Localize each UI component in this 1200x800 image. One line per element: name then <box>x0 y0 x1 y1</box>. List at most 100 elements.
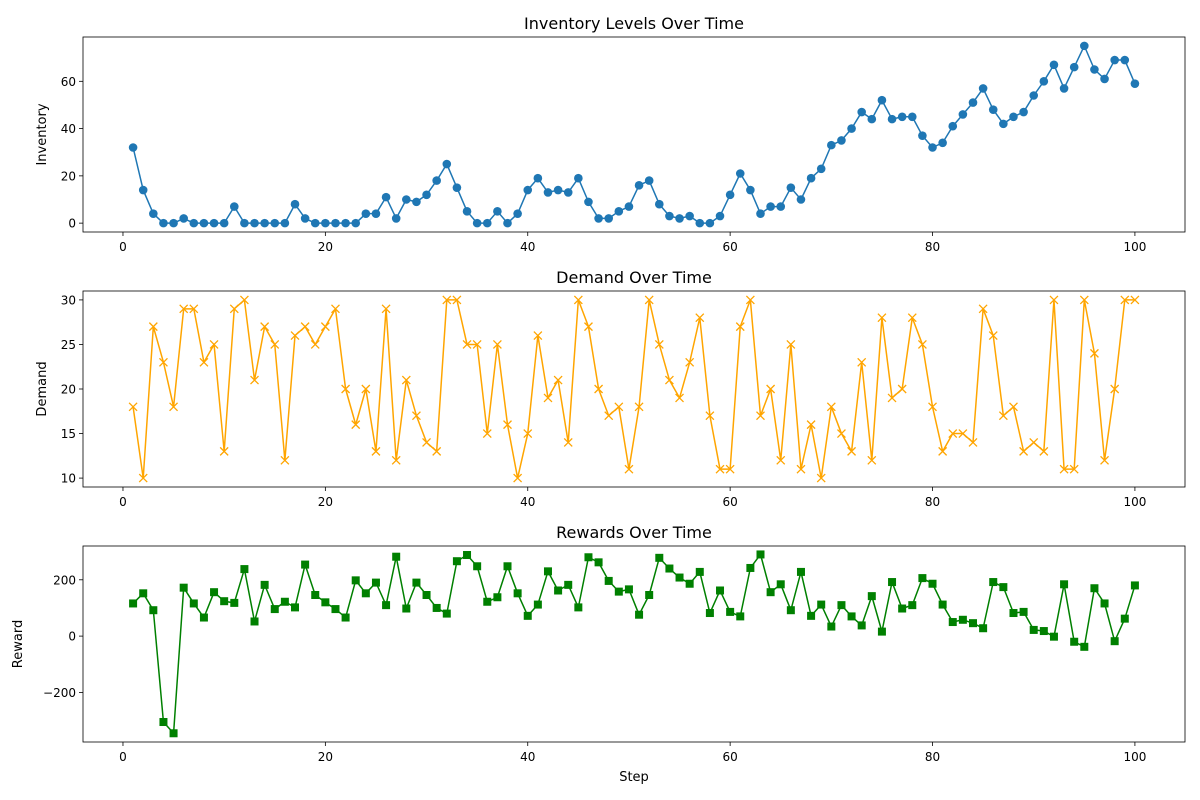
chart-2: Demand Over Time 0 20 40 60 80 100 10 15 20 25 30 De… <box>35 268 1186 509</box>
y-tick-label: 15 <box>61 427 76 441</box>
data-point <box>877 627 886 636</box>
data-point <box>250 375 259 385</box>
data-point <box>827 622 836 631</box>
data-point <box>1019 446 1029 456</box>
data-point <box>432 176 441 185</box>
data-point <box>543 567 552 576</box>
data-point <box>725 190 735 200</box>
data-point <box>351 420 361 430</box>
data-point <box>695 313 705 323</box>
data-point <box>867 114 877 124</box>
data-point <box>503 420 512 430</box>
data-point <box>351 218 361 228</box>
series-line <box>132 45 1136 224</box>
x-tick-label: 100 <box>1123 495 1146 509</box>
y-tick-label: 10 <box>61 472 76 486</box>
data-point <box>836 429 846 439</box>
data-point <box>1090 65 1099 74</box>
data-point <box>220 597 229 606</box>
data-point <box>776 455 786 465</box>
data-point <box>1059 84 1069 93</box>
data-point <box>553 185 563 195</box>
data-point <box>897 112 907 122</box>
data-point <box>1080 642 1089 651</box>
data-point <box>1029 91 1039 100</box>
data-point <box>938 138 947 148</box>
x-tick-label: 60 <box>722 240 737 254</box>
data-point <box>513 209 522 218</box>
data-point <box>806 420 816 430</box>
data-point <box>331 304 340 314</box>
data-point <box>452 183 462 192</box>
data-point <box>138 473 148 483</box>
x-tick-label: 20 <box>318 495 333 509</box>
data-point <box>189 304 199 314</box>
x-tick-label: 40 <box>520 750 535 764</box>
data-point <box>908 601 917 610</box>
data-point <box>382 601 391 610</box>
x-tick-label: 0 <box>119 240 127 254</box>
data-point <box>584 322 593 332</box>
data-point <box>1069 464 1079 474</box>
x-tick-label: 100 <box>1123 240 1146 254</box>
x-axis-label: Step <box>619 770 649 785</box>
data-point <box>877 313 887 323</box>
data-point <box>654 199 664 209</box>
data-point <box>391 214 401 223</box>
x-tick-label: 0 <box>119 750 127 764</box>
data-point <box>644 176 654 185</box>
data-point <box>715 464 725 474</box>
x-tick-label: 20 <box>318 240 333 254</box>
data-point <box>321 218 330 228</box>
data-point <box>725 464 735 474</box>
data-point <box>1110 384 1120 394</box>
data-point <box>240 218 249 228</box>
data-point <box>1019 607 1028 616</box>
data-point <box>240 565 249 574</box>
data-point <box>1130 295 1140 305</box>
data-point <box>816 473 826 483</box>
data-point <box>1029 437 1039 447</box>
data-point <box>786 183 796 192</box>
data-point <box>230 598 239 607</box>
data-point <box>1009 112 1018 122</box>
data-point <box>685 357 695 367</box>
data-point <box>1059 464 1069 474</box>
data-point <box>310 218 320 228</box>
data-point <box>219 218 229 228</box>
data-point <box>574 603 583 612</box>
data-point <box>1100 74 1109 84</box>
data-point <box>979 624 988 633</box>
data-point <box>1130 581 1139 590</box>
data-point <box>665 564 674 573</box>
data-point <box>189 599 198 608</box>
data-point <box>948 121 958 131</box>
data-point <box>594 214 603 223</box>
data-point <box>129 599 138 608</box>
data-point <box>1060 580 1069 589</box>
data-point <box>1120 614 1129 623</box>
data-point <box>300 214 310 223</box>
y-tick-label: 200 <box>53 573 76 587</box>
x-tick-label: 80 <box>925 750 940 764</box>
data-point <box>624 585 633 594</box>
data-point <box>938 446 948 456</box>
y-axis-label: Reward <box>11 620 26 668</box>
data-point <box>250 218 259 228</box>
data-point <box>867 455 877 465</box>
data-point <box>1019 107 1028 117</box>
data-point <box>260 322 270 332</box>
data-point <box>735 169 745 178</box>
chart-title: Rewards Over Time <box>556 523 712 542</box>
data-point <box>442 295 452 305</box>
data-point <box>533 331 543 341</box>
y-tick-label: 20 <box>61 169 76 183</box>
y-tick-label: 0 <box>68 217 76 231</box>
data-point <box>736 612 745 621</box>
data-point <box>1079 295 1089 305</box>
data-point <box>543 393 553 403</box>
data-point <box>493 207 502 216</box>
data-point <box>564 580 573 589</box>
y-axis-label: Demand <box>35 361 50 416</box>
